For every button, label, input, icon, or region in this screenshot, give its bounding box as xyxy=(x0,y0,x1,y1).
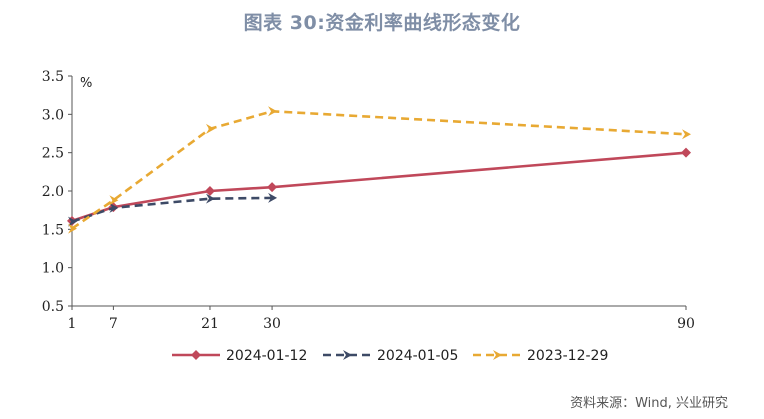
axis-ticks: 0.5 1.0 1.5 2.0 2.5 3.0 3.5 % 1 7 21 30 90 xyxy=(42,69,695,332)
source-note: 资料来源：Wind, 兴业研究 xyxy=(570,396,728,411)
series-2024-01-05 xyxy=(68,192,278,227)
legend-item: 2023-12-29 xyxy=(473,348,608,364)
x-tick-label: 21 xyxy=(201,316,219,332)
y-tick-label: 2.0 xyxy=(42,184,64,200)
legend-label: 2023-12-29 xyxy=(527,348,608,364)
y-tick-label: 1.5 xyxy=(42,222,64,238)
legend-item: 2024-01-05 xyxy=(323,348,458,364)
legend-label: 2024-01-05 xyxy=(377,348,458,364)
data-point xyxy=(681,147,691,158)
data-point xyxy=(68,223,77,234)
series-2024-01-12 xyxy=(67,147,691,226)
data-point xyxy=(205,193,215,204)
x-tick-label: 90 xyxy=(677,316,695,332)
series-layer xyxy=(67,106,691,234)
legend-marker xyxy=(191,350,201,360)
x-tick-label: 30 xyxy=(263,316,281,332)
data-point xyxy=(205,123,215,134)
legend-marker xyxy=(343,350,352,360)
y-tick-label: 0.5 xyxy=(42,299,64,315)
series-line xyxy=(71,196,273,223)
data-point xyxy=(268,192,278,203)
y-tick-label: 3.0 xyxy=(42,107,64,123)
legend: 2024-01-12 2024-01-05 2023-12-29 xyxy=(172,348,608,364)
legend-label: 2024-01-12 xyxy=(226,348,307,364)
y-tick-label: 3.5 xyxy=(42,69,64,85)
data-point xyxy=(109,195,119,206)
unit-label: % xyxy=(80,76,92,91)
series-line xyxy=(71,151,687,223)
data-point xyxy=(268,106,278,117)
data-point xyxy=(267,182,278,193)
data-point xyxy=(682,129,691,140)
series-2023-12-29 xyxy=(68,106,691,234)
x-tick-label: 1 xyxy=(68,316,77,332)
legend-item: 2024-01-12 xyxy=(172,348,307,364)
legend-marker xyxy=(493,350,502,360)
y-tick-label: 2.5 xyxy=(42,146,64,162)
data-point xyxy=(204,186,215,196)
y-tick-label: 1.0 xyxy=(42,261,64,277)
x-tick-label: 7 xyxy=(109,316,118,332)
data-point xyxy=(109,202,119,213)
chart-title: 图表 30:资金利率曲线形态变化 xyxy=(243,12,521,34)
series-line xyxy=(71,109,687,230)
chart-axes xyxy=(71,76,686,307)
data-point xyxy=(68,216,77,227)
